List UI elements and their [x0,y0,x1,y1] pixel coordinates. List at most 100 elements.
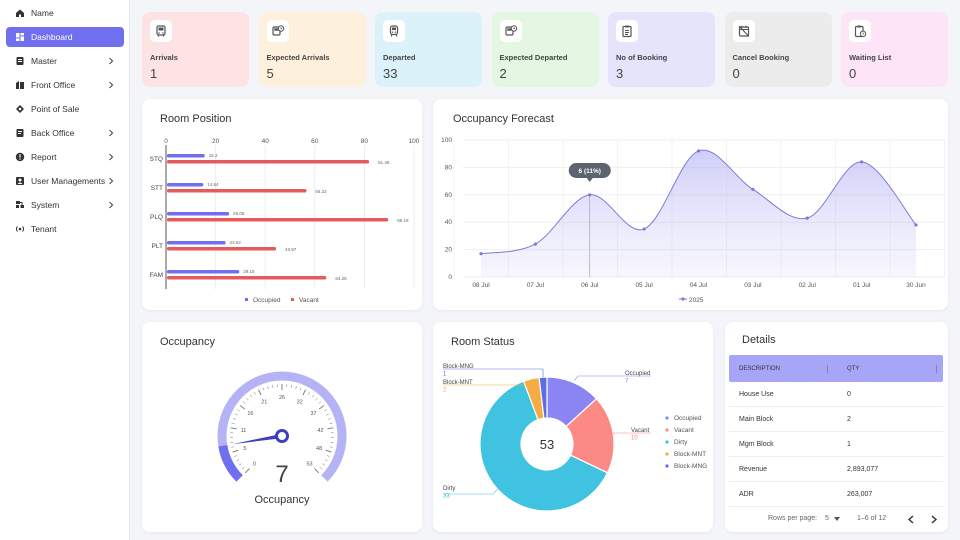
table-row: Revenue 2,893,077 [729,457,943,482]
row-qty: 263,007 [847,490,873,498]
stat-card-arrivals[interactable]: Arrivals 1 [142,12,249,87]
gauge-tick [262,387,265,391]
clipboard-clock-icon [849,20,871,42]
bus-icon [150,20,172,42]
details-table: DESCRIPTION QTY House Use 0 Main Block 2 Mgm… [729,355,943,507]
sidebar-item-label: Front Office [31,80,76,90]
next-page-button[interactable] [930,515,938,524]
rows-per-page-label: Rows per page: [768,515,818,522]
stat-label: Arrivals [150,53,178,62]
chevron-right-icon [109,81,114,89]
details-table-header: DESCRIPTION QTY [729,355,943,382]
sidebar-item-label: System [31,200,60,210]
front-office-icon [15,80,25,90]
legend-label: 2025 [689,297,704,304]
gauge-track [217,371,347,482]
x-tick-label: 0 [164,138,168,145]
category-label: FAM [150,272,163,279]
stat-value: 5 [266,66,274,81]
x-tick-label: 06 Jul [581,282,599,289]
prev-page-button[interactable] [907,515,915,524]
sidebar-item-system[interactable]: System [6,195,124,215]
sidebar-item-user-managements[interactable]: User Managements [6,171,124,191]
callout-line [443,378,534,386]
stat-card-expected-arrivals[interactable]: Expected Arrivals 5 [258,12,366,87]
rows-per-page-select[interactable]: 5 [825,515,840,522]
sidebar-item-report[interactable]: Report [6,147,124,167]
callout-value: 33 [443,494,450,500]
x-tick-label: 01 Jul [853,282,871,289]
x-tick-label: 04 Jul [690,282,708,289]
stat-card-no-of-booking[interactable]: No of Booking 3 [608,12,715,87]
legend-swatch [665,452,669,456]
sidebar-item-tenant[interactable]: Tenant [6,219,124,239]
sidebar-item-master[interactable]: Master [6,51,124,71]
gauge-tick [318,401,322,404]
gauge-tick [253,391,256,395]
data-label-occupied: 14.64 [207,182,219,187]
gauge-tick [328,418,332,420]
legend-label: Vacant [674,427,694,434]
stat-card-expected-departed[interactable]: Expected Departed 2 [491,12,599,87]
gauge-tick-label: 16 [247,411,253,417]
legend-swatch-occupied [245,298,248,301]
stat-card-waiting-list[interactable]: Waiting List 0 [841,12,948,87]
x-tick-label: 100 [409,138,420,145]
sidebar-item-label: Tenant [31,224,57,234]
x-tick-label: 02 Jul [799,282,817,289]
stat-card-departed[interactable]: Departed 33 [375,12,482,87]
row-description: Mgm Block [739,440,774,448]
data-label-occupied: 25.06 [233,211,245,216]
data-point [588,193,592,197]
tooltip-arrow [586,178,593,182]
legend-vacant: Vacant [299,297,319,304]
bar-occupied [167,241,226,245]
bar-vacant [167,160,370,164]
legend-swatch [665,428,669,432]
gauge-tick [295,385,297,390]
legend-marker [681,297,685,301]
bar-occupied [167,183,204,187]
header-description: DESCRIPTION [739,365,781,372]
row-qty: 1 [847,440,851,448]
y-tick-label: 60 [445,192,453,199]
gauge-tick-label: 53 [307,462,313,468]
gauge-tick [290,384,292,388]
gauge-tick [246,397,249,401]
gauge-tick [319,467,323,470]
stat-value: 2 [499,66,507,81]
sidebar-item-name[interactable]: Name [6,3,124,23]
gauge-tick [238,463,242,466]
header-qty: QTY [847,365,860,372]
sidebar-item-label: Point of Sale [31,104,80,114]
column-divider[interactable] [936,364,937,373]
row-description: House Use [739,390,774,398]
gauge-tick [315,397,318,401]
callout-label: Vacant [631,428,650,434]
user-managements-icon [15,176,25,186]
stat-value: 0 [849,66,857,81]
gauge-tick [324,459,328,462]
occupancy-forecast-title: Occupancy Forecast [453,113,554,125]
data-point [479,252,483,256]
gauge-tick [232,418,236,420]
legend-swatch-vacant [291,298,294,301]
callout-line [573,375,651,381]
data-point [805,216,809,220]
row-qty: 2 [847,415,851,423]
callout-value: 10 [631,436,638,442]
room-status-chart: 53 Occupied 7 Vacant 10 Dirty 33 Block-MNT 2 Bloc… [443,364,707,512]
sidebar-item-front-office[interactable]: Front Office [6,75,124,95]
column-divider[interactable] [827,364,828,373]
stat-card-cancel-booking[interactable]: Cancel Booking 0 [724,12,832,87]
sidebar-item-dashboard[interactable]: Dashboard [6,27,124,47]
data-point [914,223,918,227]
x-tick-label: 60 [311,138,319,145]
home-icon [15,8,25,18]
chevron-right-icon [109,177,114,185]
sidebar-item-label: Name [31,8,54,18]
gauge-tick [326,413,330,416]
sidebar-item-point-of-sale[interactable]: Point of Sale [6,99,124,119]
sidebar-item-back-office[interactable]: Back Office [6,123,124,143]
gauge-tick [267,385,269,390]
